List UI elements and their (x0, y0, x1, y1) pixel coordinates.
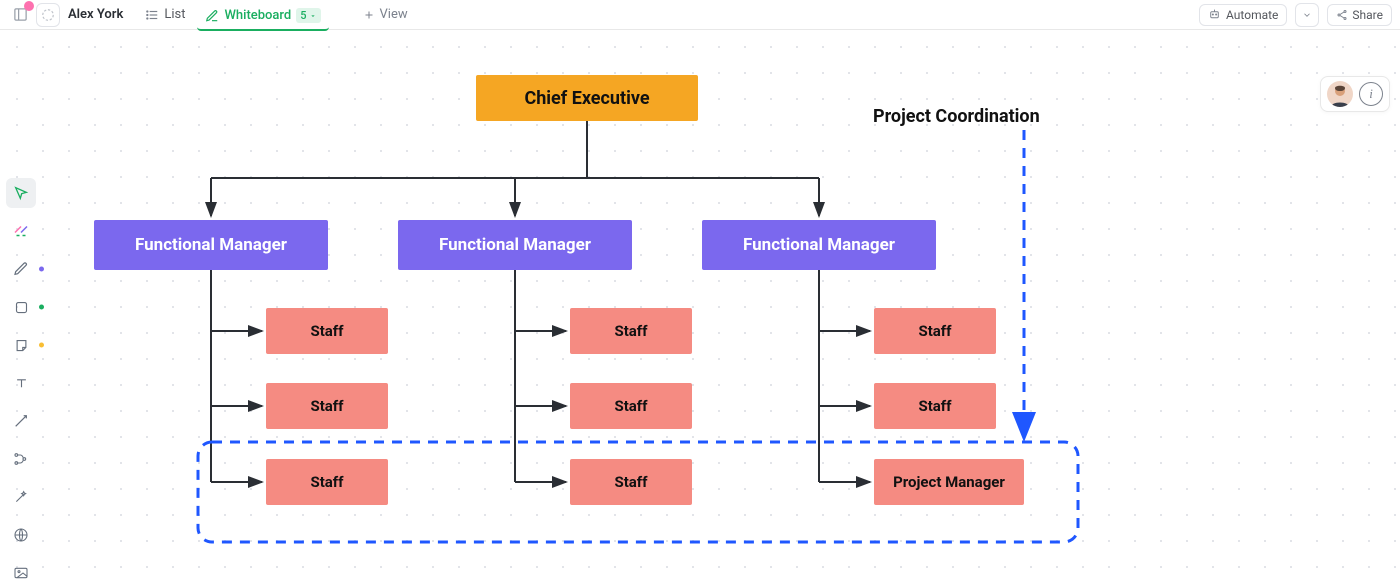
project-coordination-label: Project Coordination (873, 106, 1040, 127)
tool-select[interactable] (6, 178, 36, 208)
node-s12[interactable]: Staff (266, 383, 388, 429)
canvas-user-panel: i (1320, 76, 1390, 112)
tool-text[interactable] (6, 368, 36, 398)
add-view-button[interactable]: View (355, 4, 416, 25)
org-chart-diagram: Chief Executive Functional Manager Functio… (0, 30, 1400, 587)
top-toolbar: Alex York List Whiteboard 5 View Automat… (0, 0, 1400, 30)
tool-magic[interactable] (6, 482, 36, 512)
tool-image[interactable] (6, 558, 36, 588)
automate-button[interactable]: Automate (1199, 4, 1287, 26)
node-s21[interactable]: Staff (570, 308, 692, 354)
node-s13[interactable]: Staff (266, 459, 388, 505)
tool-web[interactable] (6, 520, 36, 550)
tool-sticky[interactable] (6, 330, 36, 360)
tab-list-label: List (164, 7, 185, 22)
sticky-color-dot (39, 343, 44, 348)
user-avatar[interactable] (1327, 81, 1353, 107)
node-s33[interactable]: Project Manager (874, 459, 1024, 505)
node-s23[interactable]: Staff (570, 459, 692, 505)
whiteboard-canvas[interactable]: i (0, 30, 1400, 587)
node-s22[interactable]: Staff (570, 383, 692, 429)
node-ceo[interactable]: Chief Executive (476, 75, 698, 121)
tool-pen[interactable] (6, 254, 36, 284)
loading-spinner-icon (36, 3, 60, 27)
tool-ai[interactable] (6, 216, 36, 246)
tool-shape[interactable] (6, 292, 36, 322)
node-s11[interactable]: Staff (266, 308, 388, 354)
info-icon[interactable]: i (1359, 82, 1383, 106)
node-s32[interactable]: Staff (874, 383, 996, 429)
diagram-connectors (0, 30, 1400, 587)
user-name: Alex York (64, 7, 133, 22)
tool-connector[interactable] (6, 406, 36, 436)
pen-color-dot (39, 267, 44, 272)
tab-whiteboard-count: 5 (296, 8, 320, 23)
share-button[interactable]: Share (1327, 4, 1392, 26)
sidebar-toggle-icon[interactable] (8, 3, 32, 27)
tool-palette (6, 208, 36, 588)
automate-dropdown[interactable] (1295, 3, 1319, 27)
tab-whiteboard[interactable]: Whiteboard 5 (197, 5, 328, 31)
tool-relationship[interactable] (6, 444, 36, 474)
node-m1[interactable]: Functional Manager (94, 220, 328, 270)
add-view-label: View (380, 7, 408, 22)
node-s31[interactable]: Staff (874, 308, 996, 354)
automate-label: Automate (1226, 8, 1278, 22)
shape-color-dot (39, 305, 44, 310)
share-label: Share (1352, 8, 1383, 22)
tab-list[interactable]: List (137, 4, 193, 25)
node-m3[interactable]: Functional Manager (702, 220, 936, 270)
node-m2[interactable]: Functional Manager (398, 220, 632, 270)
tab-whiteboard-label: Whiteboard (224, 8, 291, 23)
